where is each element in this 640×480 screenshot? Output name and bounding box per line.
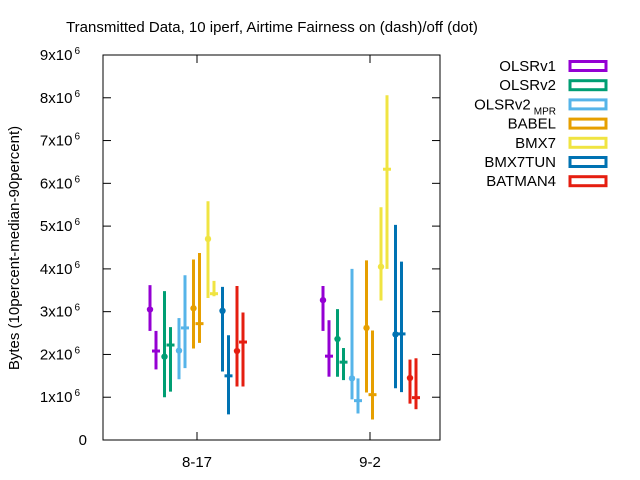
plot-border [102, 54, 441, 441]
legend-swatch [568, 79, 608, 92]
y-tick-label: 3x10 6 [40, 303, 81, 321]
y-tick-label: 2x10 6 [40, 345, 81, 363]
legend-label: OLSRv1 [499, 58, 556, 75]
y-tick-exponent: 6 [74, 345, 80, 356]
legend-swatch [568, 98, 608, 111]
y-axis-label: Bytes (10percent-median-90percent) [6, 126, 23, 370]
y-tick-exponent: 6 [74, 303, 80, 314]
legend-swatch [568, 175, 608, 188]
y-tick-exponent: 6 [74, 260, 80, 271]
x-axis-ticks: 8-17 9-2 [182, 55, 381, 471]
median-marker [219, 307, 226, 315]
legend-label: OLSRv2 MPR [474, 96, 556, 117]
y-tick-label: 8x10 6 [40, 89, 81, 107]
legend-swatch [568, 117, 608, 130]
median-marker [406, 374, 414, 382]
y-tick-exponent: 6 [74, 217, 80, 228]
legend-swatch [568, 60, 608, 72]
y-tick-label: 9x10 6 [40, 46, 81, 64]
median-marker [377, 263, 385, 270]
y-tick-label: 0 [79, 432, 87, 449]
median-marker [233, 347, 241, 355]
x-tick-label: 9-2 [359, 454, 381, 471]
median-marker [161, 353, 168, 360]
median-marker [334, 335, 341, 343]
y-tick-label: 6x10 6 [40, 174, 81, 192]
y-tick-exponent: 6 [74, 46, 80, 57]
y-tick-label: 5x10 6 [40, 217, 81, 235]
legend-swatch [568, 136, 608, 149]
legend-label: BMX7 [515, 135, 556, 152]
y-axis-ticks: 0 1x10 6 2x10 6 3x10 6 4x10 6 5x10 6 6x10 6 7x10 6 8x10… [40, 46, 440, 449]
error-bars [146, 95, 420, 420]
median-marker [392, 331, 399, 338]
median-marker [190, 305, 197, 312]
legend-label: BATMAN4 [486, 173, 556, 190]
y-tick-exponent: 6 [74, 89, 80, 100]
legend-label: OLSRv2 [499, 77, 556, 94]
y-tick-label: 7x10 6 [40, 132, 81, 150]
median-marker [348, 375, 356, 382]
median-marker [204, 235, 212, 243]
y-tick-exponent: 6 [74, 174, 80, 185]
plot-frame [102, 54, 441, 441]
legend-label: BABEL [508, 116, 556, 133]
median-marker [146, 306, 154, 313]
y-tick-exponent: 6 [74, 388, 80, 399]
median-marker [175, 347, 183, 354]
legend-label: BMX7TUN [484, 154, 556, 171]
y-tick-label: 4x10 6 [40, 260, 81, 278]
chart-title: Transmitted Data, 10 iperf, Airtime Fair… [66, 19, 478, 36]
y-tick-exponent: 6 [74, 132, 80, 143]
x-tick-label: 8-17 [182, 454, 212, 471]
median-marker [363, 324, 370, 332]
median-marker [319, 296, 327, 304]
y-tick-label: 1x10 6 [40, 388, 81, 406]
legend-swatch [568, 156, 608, 168]
